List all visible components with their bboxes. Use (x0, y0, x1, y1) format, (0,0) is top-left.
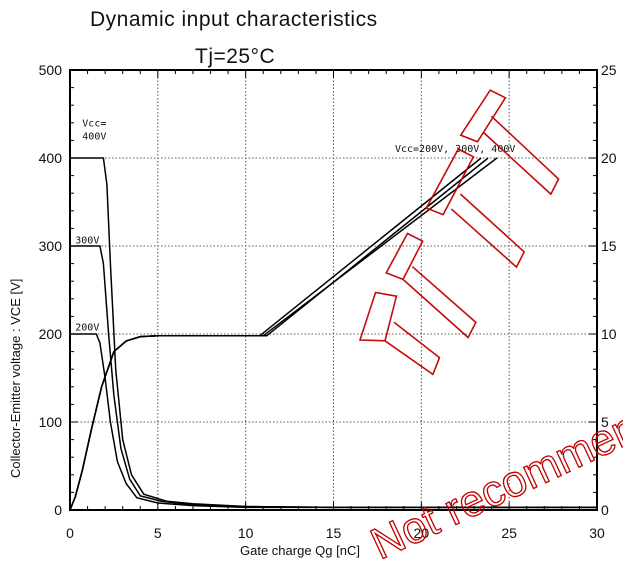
annotation-label: 300V (75, 235, 99, 246)
series-line (69, 157, 489, 511)
annotation-label: Vcc=200V, 300V, 400V (395, 144, 515, 155)
y-tick-label: 200 (39, 326, 63, 342)
watermark-text: Not recommended (364, 372, 623, 568)
x-tick-label: 10 (238, 525, 254, 541)
plot-frame (69, 69, 598, 511)
annotations: Vcc= 400V 300V 200V Vcc=200V, 300V, 400V (75, 118, 515, 333)
annotation-label: 200V (75, 322, 99, 333)
y-tick-label: 500 (39, 62, 63, 78)
x-tick-labels: 0 5 10 15 20 25 30 (66, 525, 605, 541)
grid (70, 70, 597, 510)
y-tick-label: 400 (39, 150, 63, 166)
y2-tick-label: 25 (601, 62, 617, 78)
series-line (70, 333, 597, 509)
y2-tick-label: 0 (601, 502, 609, 518)
y2-tick-labels: 0 5 10 15 20 25 (601, 62, 617, 518)
x-tick-label: 0 (66, 525, 74, 541)
y-tick-label: 300 (39, 238, 63, 254)
y2-tick-label: 20 (601, 150, 617, 166)
x-tick-label: 20 (414, 525, 430, 541)
tick-marks (69, 69, 598, 511)
x-tick-label: 30 (589, 525, 605, 541)
y-tick-labels: 0 100 200 300 400 500 (39, 62, 63, 518)
series-line (69, 157, 482, 511)
x-axis-label: Gate charge Qg [nC] (240, 543, 360, 558)
annotation-label: Vcc= (82, 118, 106, 129)
chart-title: Dynamic input characteristics (90, 8, 378, 31)
x-tick-label: 5 (154, 525, 162, 541)
y-axis-label: Collector-Emitter voltage : VCE [V] (8, 279, 23, 478)
y2-tick-label: 15 (601, 238, 617, 254)
watermark (358, 89, 560, 376)
y2-tick-label: 5 (601, 414, 609, 430)
y-tick-label: 0 (54, 502, 62, 518)
annotation-label: 400V (82, 132, 106, 143)
y2-tick-label: 10 (601, 326, 617, 342)
x-tick-label: 25 (501, 525, 517, 541)
chart-subtitle: Tj=25°C (195, 45, 275, 68)
x-tick-label: 15 (326, 525, 342, 541)
y-tick-label: 100 (39, 414, 63, 430)
